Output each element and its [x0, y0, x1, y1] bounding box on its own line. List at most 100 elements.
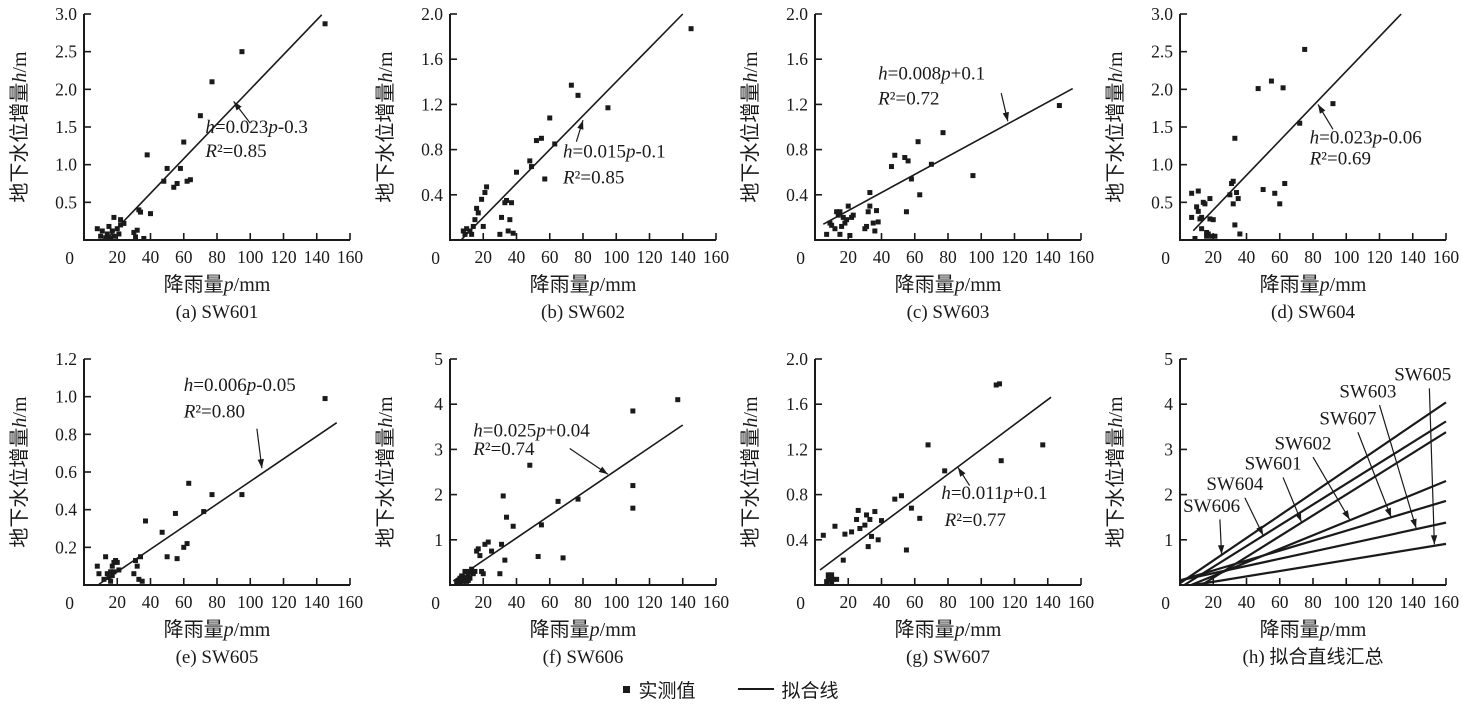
data-point	[186, 480, 192, 486]
svg-text:140: 140	[1400, 247, 1427, 267]
annotation-arrow	[1428, 388, 1438, 545]
y-axis-label: 地下水位增量h/m	[739, 51, 762, 203]
svg-text:40: 40	[142, 247, 160, 267]
data-point	[114, 559, 120, 565]
svg-text:0.8: 0.8	[786, 140, 808, 160]
axes	[449, 13, 717, 241]
data-point	[850, 212, 856, 218]
data-point	[131, 229, 137, 235]
data-point	[96, 571, 102, 577]
subplot-h: 20 40 60 80 100 120 140 160 1 2 3 4 5 0 降雨量p/mm 地下水位增量h…	[1104, 349, 1459, 668]
subplot-cell-h: 20 40 60 80 100 120 140 160 1 2 3 4 5 0 降雨量p/mm 地下水位增量h…	[1096, 345, 1462, 675]
data-point	[514, 169, 519, 175]
data-point	[118, 217, 124, 223]
series-label-SW607: SW607	[1319, 409, 1376, 430]
fit-equation: h=0.011p+0.1 R²=0.77	[941, 483, 1047, 531]
svg-text:5: 5	[434, 349, 443, 369]
data-point	[106, 574, 112, 580]
data-point	[970, 173, 976, 179]
data-point	[840, 214, 846, 220]
svg-text:R²=0.80: R²=0.80	[183, 401, 245, 422]
data-point	[862, 522, 868, 528]
data-point	[879, 518, 884, 524]
data-point	[475, 546, 481, 552]
data-point	[867, 190, 873, 196]
annotation-arrow	[569, 447, 609, 475]
data-point	[139, 578, 145, 584]
y-axis-label: 地下水位增量h/m	[739, 396, 762, 548]
data-point	[184, 541, 190, 547]
data-point	[94, 563, 100, 569]
svg-text:20: 20	[475, 592, 493, 612]
x-axis-label: 降雨量p/mm	[530, 618, 637, 641]
data-point	[1268, 78, 1274, 84]
svg-text:1: 1	[434, 530, 443, 550]
data-point	[118, 222, 124, 228]
svg-text:60: 60	[906, 247, 924, 267]
scatter-points	[94, 21, 328, 241]
data-point	[1192, 235, 1198, 241]
svg-text:140: 140	[1035, 592, 1062, 612]
subplot-cell-a: 20 40 60 80 100 120 140 160 0.5 1.0 1.5 2.0 2.5 3.0 0 降…	[0, 0, 366, 330]
annotation-arrow	[1357, 432, 1392, 518]
subplot-caption: (c) SW603	[907, 302, 990, 323]
svg-text:80: 80	[939, 592, 957, 612]
data-point	[903, 209, 909, 215]
svg-text:1.6: 1.6	[786, 394, 808, 414]
data-point	[464, 226, 470, 232]
subplot-f: 20 40 60 80 100 120 140 160 1 2 3 4 5 0 降雨量p/mm 地下水位增量h…	[374, 349, 729, 668]
axes	[1179, 358, 1447, 586]
svg-text:100: 100	[237, 247, 264, 267]
svg-text:160: 160	[337, 247, 364, 267]
subplot-caption: (g) SW607	[906, 647, 990, 668]
data-point	[1195, 208, 1201, 214]
data-point	[917, 192, 923, 198]
svg-text:0.4: 0.4	[786, 530, 808, 550]
line-marker-icon	[737, 687, 774, 691]
data-point	[1232, 222, 1238, 228]
data-point	[474, 205, 480, 211]
data-point	[1282, 181, 1288, 186]
data-point	[499, 214, 505, 220]
data-point	[164, 165, 170, 171]
svg-text:40: 40	[1238, 247, 1256, 267]
data-point	[903, 547, 909, 553]
data-point	[138, 209, 144, 215]
subplot-cell-f: 20 40 60 80 100 120 140 160 1 2 3 4 5 0 降雨量p/mm 地下水位增量h…	[366, 345, 732, 675]
scatter-points	[454, 397, 681, 586]
data-point	[1189, 190, 1195, 196]
origin-label: 0	[65, 248, 74, 268]
data-point	[482, 541, 488, 547]
y-tick-labels: 0.4 0.8 1.2 1.6 2.0	[421, 4, 443, 205]
data-point	[1199, 214, 1205, 220]
data-point	[688, 26, 694, 32]
svg-text:80: 80	[208, 592, 226, 612]
data-point	[504, 514, 510, 520]
data-point	[528, 164, 534, 170]
svg-text:0.2: 0.2	[55, 537, 77, 557]
data-point	[467, 228, 473, 234]
svg-text:60: 60	[175, 592, 193, 612]
data-point	[184, 178, 190, 184]
data-point	[109, 228, 115, 234]
data-point	[568, 82, 574, 88]
data-point	[842, 531, 848, 537]
data-point	[475, 210, 481, 216]
data-point	[133, 558, 139, 564]
data-point	[867, 203, 873, 209]
data-point	[1209, 233, 1215, 239]
annotation-arrow	[1312, 456, 1351, 520]
svg-text:h=0.011p+0.1: h=0.011p+0.1	[941, 483, 1047, 504]
origin-label: 0	[1161, 248, 1170, 268]
data-point	[1207, 216, 1213, 222]
data-point	[1237, 231, 1243, 237]
data-point	[940, 130, 946, 136]
data-point	[820, 532, 826, 538]
svg-text:2: 2	[434, 485, 443, 505]
data-point	[839, 223, 845, 229]
data-point	[560, 555, 566, 561]
data-point	[908, 176, 914, 182]
data-point	[1199, 226, 1205, 232]
svg-text:40: 40	[142, 592, 160, 612]
x-axis-label: 降雨量p/mm	[1260, 273, 1367, 296]
